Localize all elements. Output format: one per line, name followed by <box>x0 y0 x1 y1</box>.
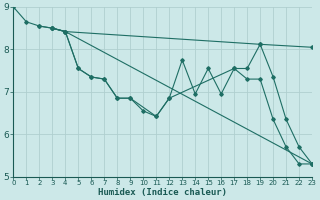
X-axis label: Humidex (Indice chaleur): Humidex (Indice chaleur) <box>98 188 227 197</box>
